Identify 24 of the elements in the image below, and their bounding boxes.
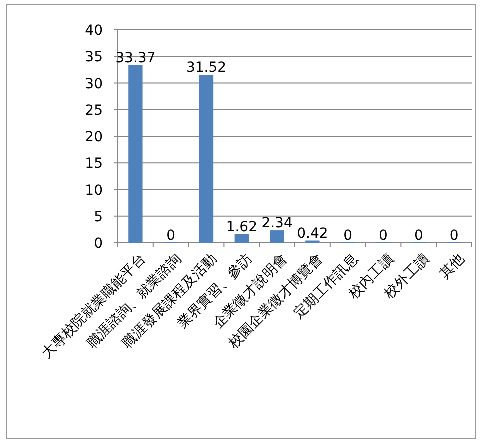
y-tick-label: 20 xyxy=(85,130,103,146)
data-label: 2.34 xyxy=(262,216,293,232)
y-tick-label: 25 xyxy=(85,102,103,119)
data-label: 0 xyxy=(450,228,459,244)
data-label: 31.52 xyxy=(186,60,227,76)
data-label: 0 xyxy=(414,228,424,244)
data-label: 0 xyxy=(166,228,176,244)
x-tick-label: 其他 xyxy=(436,251,468,282)
data-label: 0 xyxy=(344,228,353,244)
y-tick-label: 15 xyxy=(85,156,103,172)
data-label: 0.42 xyxy=(297,226,328,242)
data-label: 0 xyxy=(379,228,388,244)
y-tick-label: 5 xyxy=(94,209,103,226)
bar xyxy=(234,234,249,243)
y-tick-label: 10 xyxy=(85,182,103,199)
bar xyxy=(199,75,214,243)
y-tick-label: 40 xyxy=(85,23,103,39)
data-label: 1.62 xyxy=(226,219,258,236)
bar xyxy=(128,65,143,243)
y-tick-label: 35 xyxy=(85,50,103,66)
data-label: 33.37 xyxy=(116,50,156,66)
y-tick-label: 30 xyxy=(85,76,103,92)
y-tick-label: 0 xyxy=(94,236,103,252)
bar xyxy=(270,230,284,243)
